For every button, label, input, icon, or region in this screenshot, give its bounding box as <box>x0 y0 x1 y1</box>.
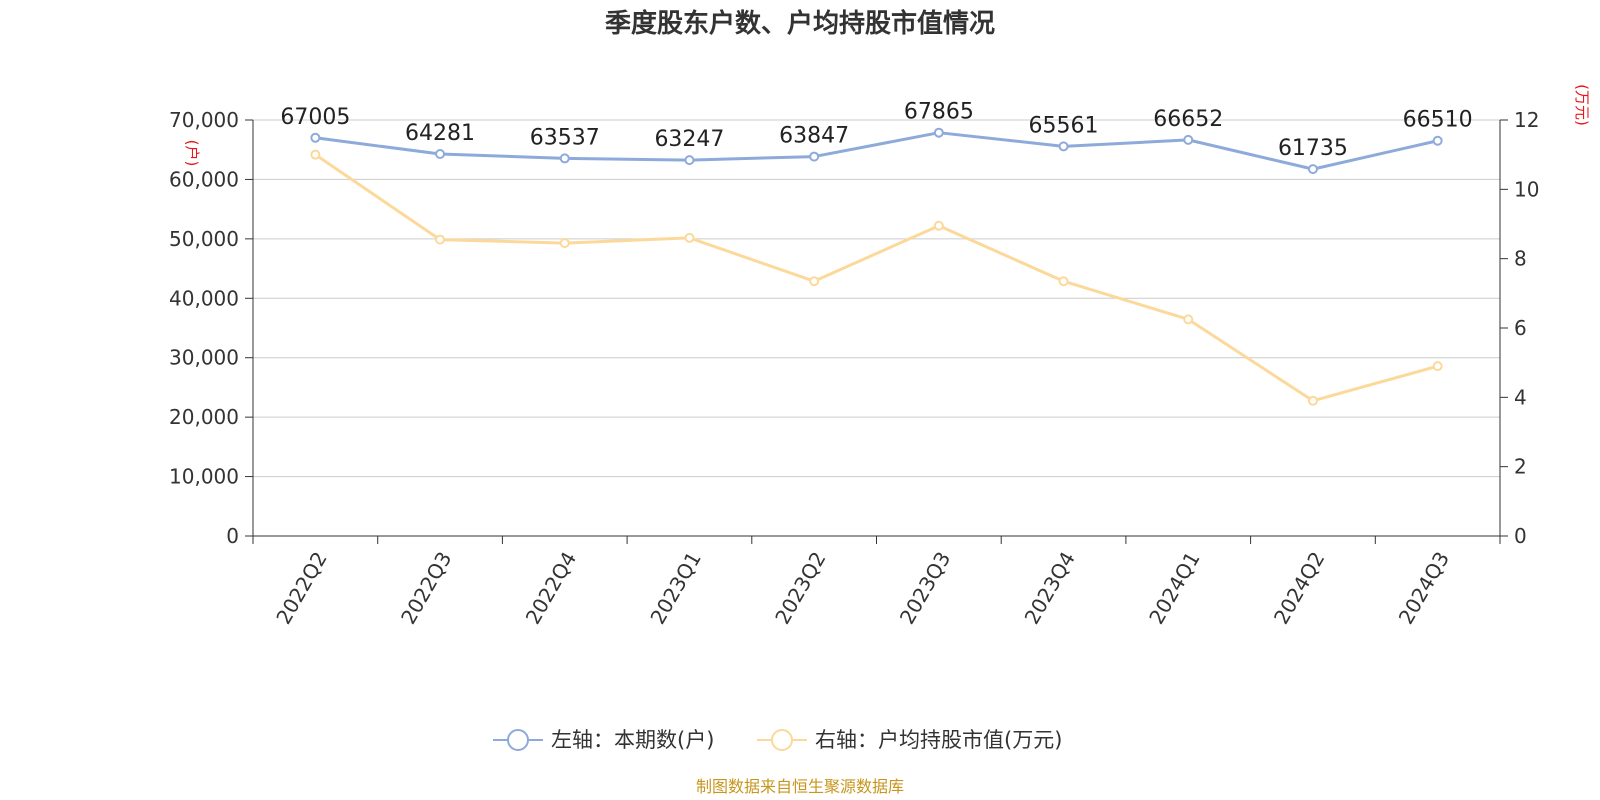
left-axis-tick-label: 70,000 <box>169 108 239 132</box>
series-2-point <box>1058 276 1069 287</box>
data-label: 66510 <box>1403 108 1473 133</box>
data-label: 63847 <box>779 124 849 149</box>
legend-marker-2 <box>771 729 793 751</box>
x-axis-tick-label: 2024Q2 <box>1269 548 1329 629</box>
x-axis-tick-label: 2023Q2 <box>770 548 830 629</box>
left-axis-tick-label: 40,000 <box>169 286 239 310</box>
right-axis-tick-label: 0 <box>1514 524 1527 548</box>
series-1-point <box>1183 134 1194 145</box>
right-axis-tick-label: 8 <box>1514 247 1527 271</box>
data-label: 67865 <box>904 100 974 125</box>
right-axis-tick-label: 12 <box>1514 108 1539 132</box>
left-axis-tick-label: 0 <box>226 524 239 548</box>
series-1-point <box>310 132 321 143</box>
series-1-point <box>435 148 446 159</box>
data-label: 67005 <box>280 105 350 130</box>
data-label: 66652 <box>1153 107 1223 132</box>
series-2-point <box>684 232 695 243</box>
data-label: 64281 <box>405 121 475 146</box>
series-line-1 <box>315 131 1438 171</box>
x-axis-tick-label: 2022Q2 <box>271 548 331 629</box>
series-2-point <box>435 234 446 245</box>
left-axis-tick-label: 50,000 <box>169 227 239 251</box>
right-axis-tick-label: 6 <box>1514 316 1527 340</box>
series-2-point <box>559 238 570 249</box>
series-1-point <box>1432 135 1443 146</box>
series-1-point <box>1307 164 1318 175</box>
series-2-point <box>1183 314 1194 325</box>
series-1-point <box>933 127 944 138</box>
data-label: 65561 <box>1029 113 1099 138</box>
right-axis-tick-label: 2 <box>1514 455 1527 479</box>
x-axis-tick-label: 2023Q4 <box>1020 548 1080 629</box>
data-label: 61735 <box>1278 136 1348 161</box>
series-2-point <box>933 220 944 231</box>
left-axis-tick-label: 60,000 <box>169 167 239 191</box>
data-label: 63537 <box>530 125 600 150</box>
series-layer <box>310 127 1443 406</box>
right-axis-tick-label: 4 <box>1514 385 1527 409</box>
x-axis-tick-label: 2022Q3 <box>396 548 456 629</box>
chart-title: 季度股东户数、户均持股市值情况 <box>605 8 995 39</box>
left-axis-tick-label: 30,000 <box>169 346 239 370</box>
series-2-point <box>809 276 820 287</box>
series-1-point <box>684 155 695 166</box>
legend-marker-1 <box>507 729 529 751</box>
left-axis-tick-label: 10,000 <box>169 465 239 489</box>
data-label: 63247 <box>654 127 724 152</box>
series-2-point <box>1307 395 1318 406</box>
left-axis-tick-label: 20,000 <box>169 405 239 429</box>
source-note: 制图数据来自恒生聚源数据库 <box>696 777 904 796</box>
x-axis-tick-label: 2023Q3 <box>895 548 955 629</box>
x-axis-tick-label: 2024Q3 <box>1394 548 1454 629</box>
series-1-point <box>809 151 820 162</box>
data-labels: 67005 64281 63537 63247 63847 67865 65561 66652… <box>280 100 1472 161</box>
x-axis-tick-label: 2022Q4 <box>521 548 581 629</box>
right-axis-unit: (万元) <box>1573 84 1591 126</box>
series-2-point <box>310 149 321 160</box>
right-axis-tick-label: 10 <box>1514 177 1539 201</box>
series-1-point <box>1058 141 1069 152</box>
legend-label-1: 左轴：本期数(户) <box>551 728 714 752</box>
series-line-2 <box>314 153 1439 403</box>
left-axis-unit: (户) <box>183 140 201 167</box>
x-axis-tick-label: 2023Q1 <box>645 548 705 629</box>
x-axis-tick-label: 2024Q1 <box>1144 548 1204 629</box>
series-2-point <box>1432 361 1443 372</box>
legend[interactable]: 左轴：本期数(户) 右轴：户均持股市值(万元) <box>493 728 1062 752</box>
series-1-point <box>559 153 570 164</box>
legend-label-2: 右轴：户均持股市值(万元) <box>815 728 1062 752</box>
axes: 0 10,000 20,000 30,000 40,000 50,000 60,000 70,… <box>169 108 1539 628</box>
